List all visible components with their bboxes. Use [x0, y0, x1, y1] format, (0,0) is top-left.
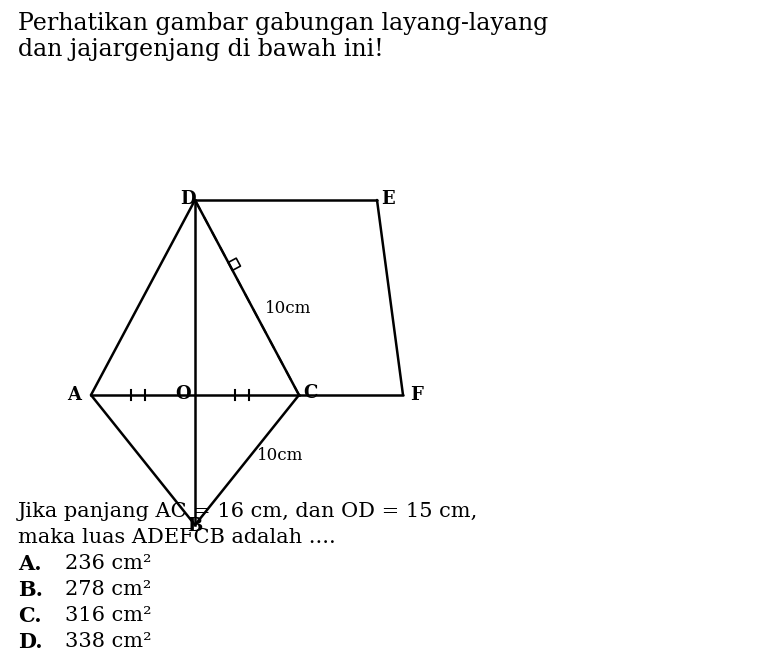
Text: 10cm: 10cm — [265, 300, 312, 317]
Text: B.: B. — [18, 580, 43, 600]
Text: Jika panjang AC = 16 cm, dan OD = 15 cm,: Jika panjang AC = 16 cm, dan OD = 15 cm, — [18, 502, 478, 521]
Text: C: C — [303, 384, 317, 402]
Text: D: D — [180, 190, 196, 208]
Text: A: A — [67, 386, 81, 404]
Text: F: F — [410, 386, 423, 404]
Text: D.: D. — [18, 632, 42, 650]
Text: Perhatikan gambar gabungan layang-layang: Perhatikan gambar gabungan layang-layang — [18, 12, 548, 35]
Text: 316 cm²: 316 cm² — [65, 606, 151, 625]
Text: 278 cm²: 278 cm² — [65, 580, 151, 599]
Text: dan jajargenjang di bawah ini!: dan jajargenjang di bawah ini! — [18, 38, 384, 61]
Text: A.: A. — [18, 554, 42, 574]
Text: E: E — [381, 190, 394, 208]
Text: B: B — [188, 517, 203, 535]
Text: maka luas ADEFCB adalah ....: maka luas ADEFCB adalah .... — [18, 528, 336, 547]
Text: O: O — [176, 385, 191, 403]
Text: 10cm: 10cm — [257, 447, 304, 463]
Text: C.: C. — [18, 606, 42, 626]
Text: 338 cm²: 338 cm² — [65, 632, 151, 650]
Text: 236 cm²: 236 cm² — [65, 554, 151, 573]
